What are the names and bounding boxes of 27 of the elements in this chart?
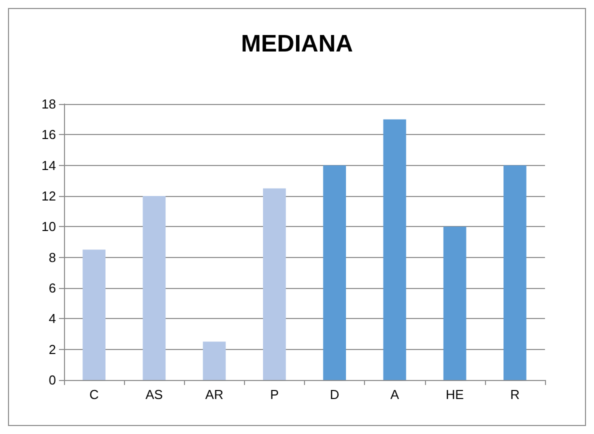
bar [82, 250, 106, 380]
y-tick-label: 4 [48, 311, 56, 326]
y-tick-label: 16 [42, 127, 56, 142]
x-tick-label: P [270, 387, 279, 402]
chart-title: MEDIANA [241, 30, 353, 58]
x-tick-label: R [510, 387, 520, 402]
bar [142, 196, 166, 380]
y-tick-label: 10 [42, 219, 56, 234]
y-tick-label: 2 [48, 342, 56, 357]
y-tick-label: 0 [48, 372, 56, 388]
bar [323, 165, 346, 380]
bar [383, 119, 406, 380]
x-tick-label: C [89, 387, 99, 402]
x-tick-label: A [390, 387, 400, 402]
y-tick-label: 14 [42, 158, 56, 173]
bar [263, 188, 286, 380]
x-tick-label: AR [205, 387, 224, 402]
y-tick-label: 18 [42, 96, 56, 112]
bar [443, 226, 466, 380]
bar [504, 165, 526, 380]
x-tick-label: HE [446, 387, 464, 402]
y-tick-label: 12 [42, 188, 56, 204]
x-tick-label: AS [146, 387, 164, 402]
x-tick-label: D [330, 387, 340, 402]
y-tick-label: 8 [48, 250, 56, 265]
y-tick-label: 6 [48, 280, 56, 296]
bar [202, 342, 226, 380]
